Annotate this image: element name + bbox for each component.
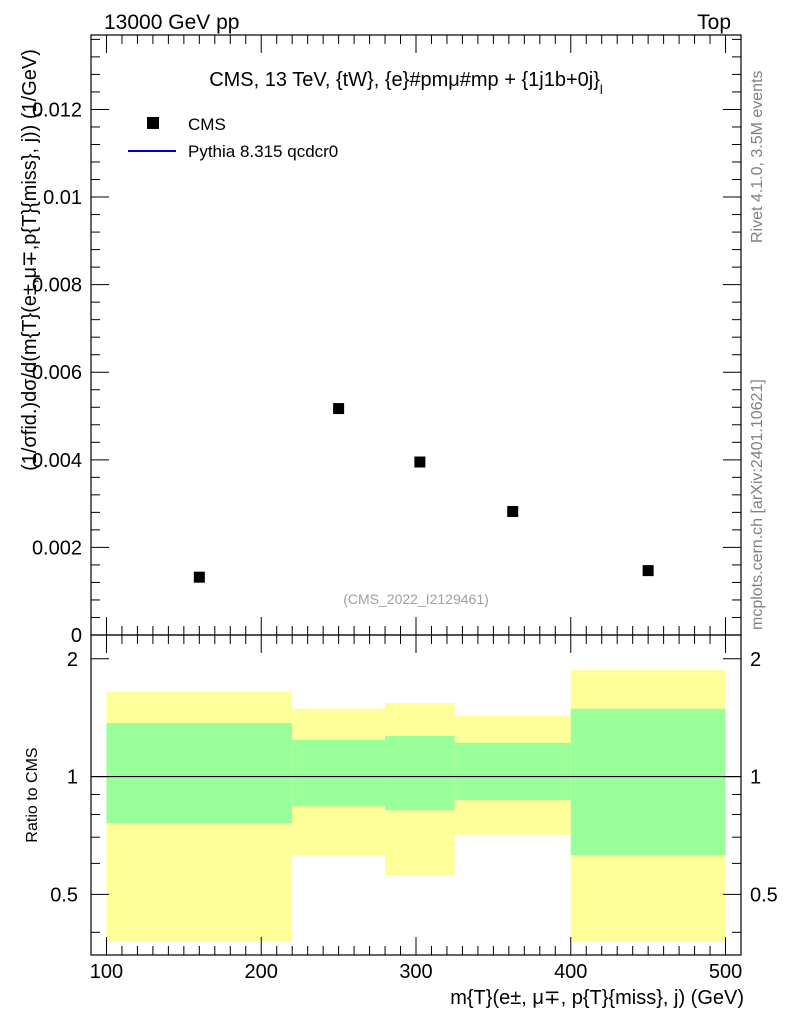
legend-cms-marker — [147, 117, 159, 129]
energy-label: 13000 GeV pp — [104, 11, 239, 34]
x-tick-label: 100 — [90, 961, 123, 983]
top-label: Top — [697, 11, 731, 34]
main-y-axis-label: (1/σfid.)dσ/d(m{T}(e±,μ∓,p{T}{miss}, j))… — [19, 49, 41, 471]
data-point — [333, 403, 345, 415]
main-y-tick-label: 0 — [71, 625, 82, 647]
data-point — [414, 456, 426, 468]
x-tick-label: 500 — [709, 961, 742, 983]
ratio-y-tick-label-right: 0.5 — [750, 884, 778, 906]
ratio-y-tick-label-right: 1 — [750, 767, 761, 789]
ratio-y-tick-label-right: 2 — [750, 649, 761, 671]
data-point — [642, 565, 654, 577]
analysis-watermark: (CMS_2022_I2129461) — [343, 591, 489, 607]
x-tick-label: 200 — [245, 961, 278, 983]
main-y-ticks — [91, 38, 741, 636]
main-y-tick-label: 0.01 — [43, 187, 82, 209]
ratio-y-ticks — [91, 658, 741, 933]
mcplots-label: mcplots.cern.ch [arXiv:2401.10621] — [749, 379, 766, 630]
ratio-y-tick-label-left: 0.5 — [50, 884, 78, 906]
ratio-panel: 0.5 0.51 12 2 100 200 300 400 500 Ratio to CMS … — [24, 634, 778, 1009]
data-point — [507, 505, 519, 517]
ratio-band-inner — [292, 740, 386, 807]
main-y-tick-label: 0.008 — [32, 275, 82, 297]
ratio-y-tick-label-left: 2 — [67, 649, 78, 671]
main-y-tick-label: 0.004 — [32, 450, 82, 472]
legend-cms-label: CMS — [188, 115, 226, 134]
rivet-label: Rivet 4.1.0, 3.5M events — [749, 70, 766, 243]
ratio-band-inner — [106, 723, 293, 824]
ratio-y-tick-labels: 0.5 0.5 1 1 2 2 — [50, 649, 778, 907]
ratio-band-inner — [385, 735, 455, 811]
data-point — [193, 571, 205, 583]
ratio-bands — [106, 670, 726, 942]
main-y-tick-labels: 0 0.002 0.004 0.006 0.008 0.01 0.012 — [32, 99, 82, 647]
main-y-tick-label: 0.006 — [32, 362, 82, 384]
x-tick-label: 300 — [399, 961, 432, 983]
ratio-y-axis-label: Ratio to CMS — [24, 747, 41, 842]
x-tick-labels: 100 200 300 400 500 — [90, 961, 742, 983]
ratio-band-inner — [454, 742, 571, 801]
ratio-x-ticks — [105, 635, 727, 955]
main-x-ticks — [105, 35, 727, 635]
ratio-y-tick-label-left: 1 — [67, 767, 78, 789]
data-points — [193, 403, 654, 583]
x-axis-label: m{T}(e±, μ∓, p{T}{miss}, j) (GeV) — [450, 987, 744, 1009]
legend-pythia-label: Pythia 8.315 qcdcr0 — [188, 142, 338, 161]
plot-title: CMS, 13 TeV, {tW}, {e}#pmμ#mp + {1j1b+0j… — [209, 69, 603, 97]
x-tick-label: 400 — [554, 961, 587, 983]
main-y-tick-label: 0.002 — [32, 537, 82, 559]
main-y-tick-label: 0.012 — [32, 99, 82, 121]
main-panel: 0 0.002 0.004 0.006 0.008 0.01 0.012 CMS, 13 T… — [19, 34, 742, 647]
ratio-band-inner — [570, 708, 726, 856]
